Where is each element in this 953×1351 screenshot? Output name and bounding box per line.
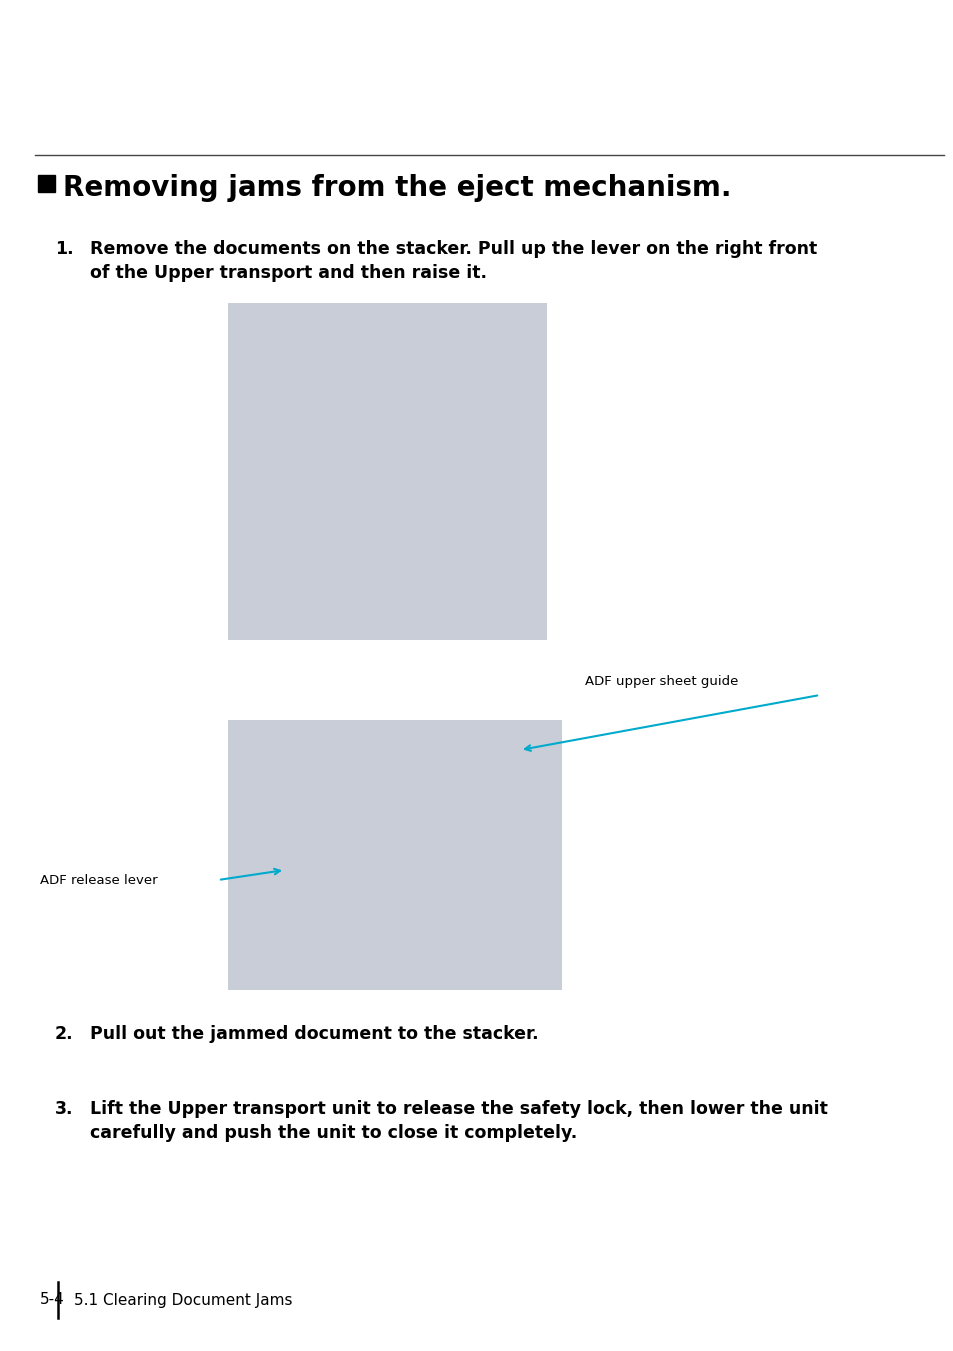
Text: 5.1 Clearing Document Jams: 5.1 Clearing Document Jams (74, 1293, 293, 1308)
Bar (228, 720, 561, 990)
Text: 1.: 1. (55, 240, 73, 258)
Text: Removing jams from the eject mechanism.: Removing jams from the eject mechanism. (63, 174, 731, 203)
Text: Remove the documents on the stacker. Pull up the lever on the right front
of the: Remove the documents on the stacker. Pul… (90, 240, 817, 282)
Text: Lift the Upper transport unit to release the safety lock, then lower the unit
ca: Lift the Upper transport unit to release… (90, 1100, 827, 1143)
Text: 2.: 2. (55, 1025, 73, 1043)
Text: ADF release lever: ADF release lever (40, 874, 157, 886)
Bar (38, 176, 55, 192)
Text: ADF upper sheet guide: ADF upper sheet guide (584, 676, 738, 689)
Text: Pull out the jammed document to the stacker.: Pull out the jammed document to the stac… (90, 1025, 538, 1043)
Bar (228, 303, 546, 640)
Text: 3.: 3. (55, 1100, 73, 1119)
Text: 5-4: 5-4 (40, 1293, 65, 1308)
